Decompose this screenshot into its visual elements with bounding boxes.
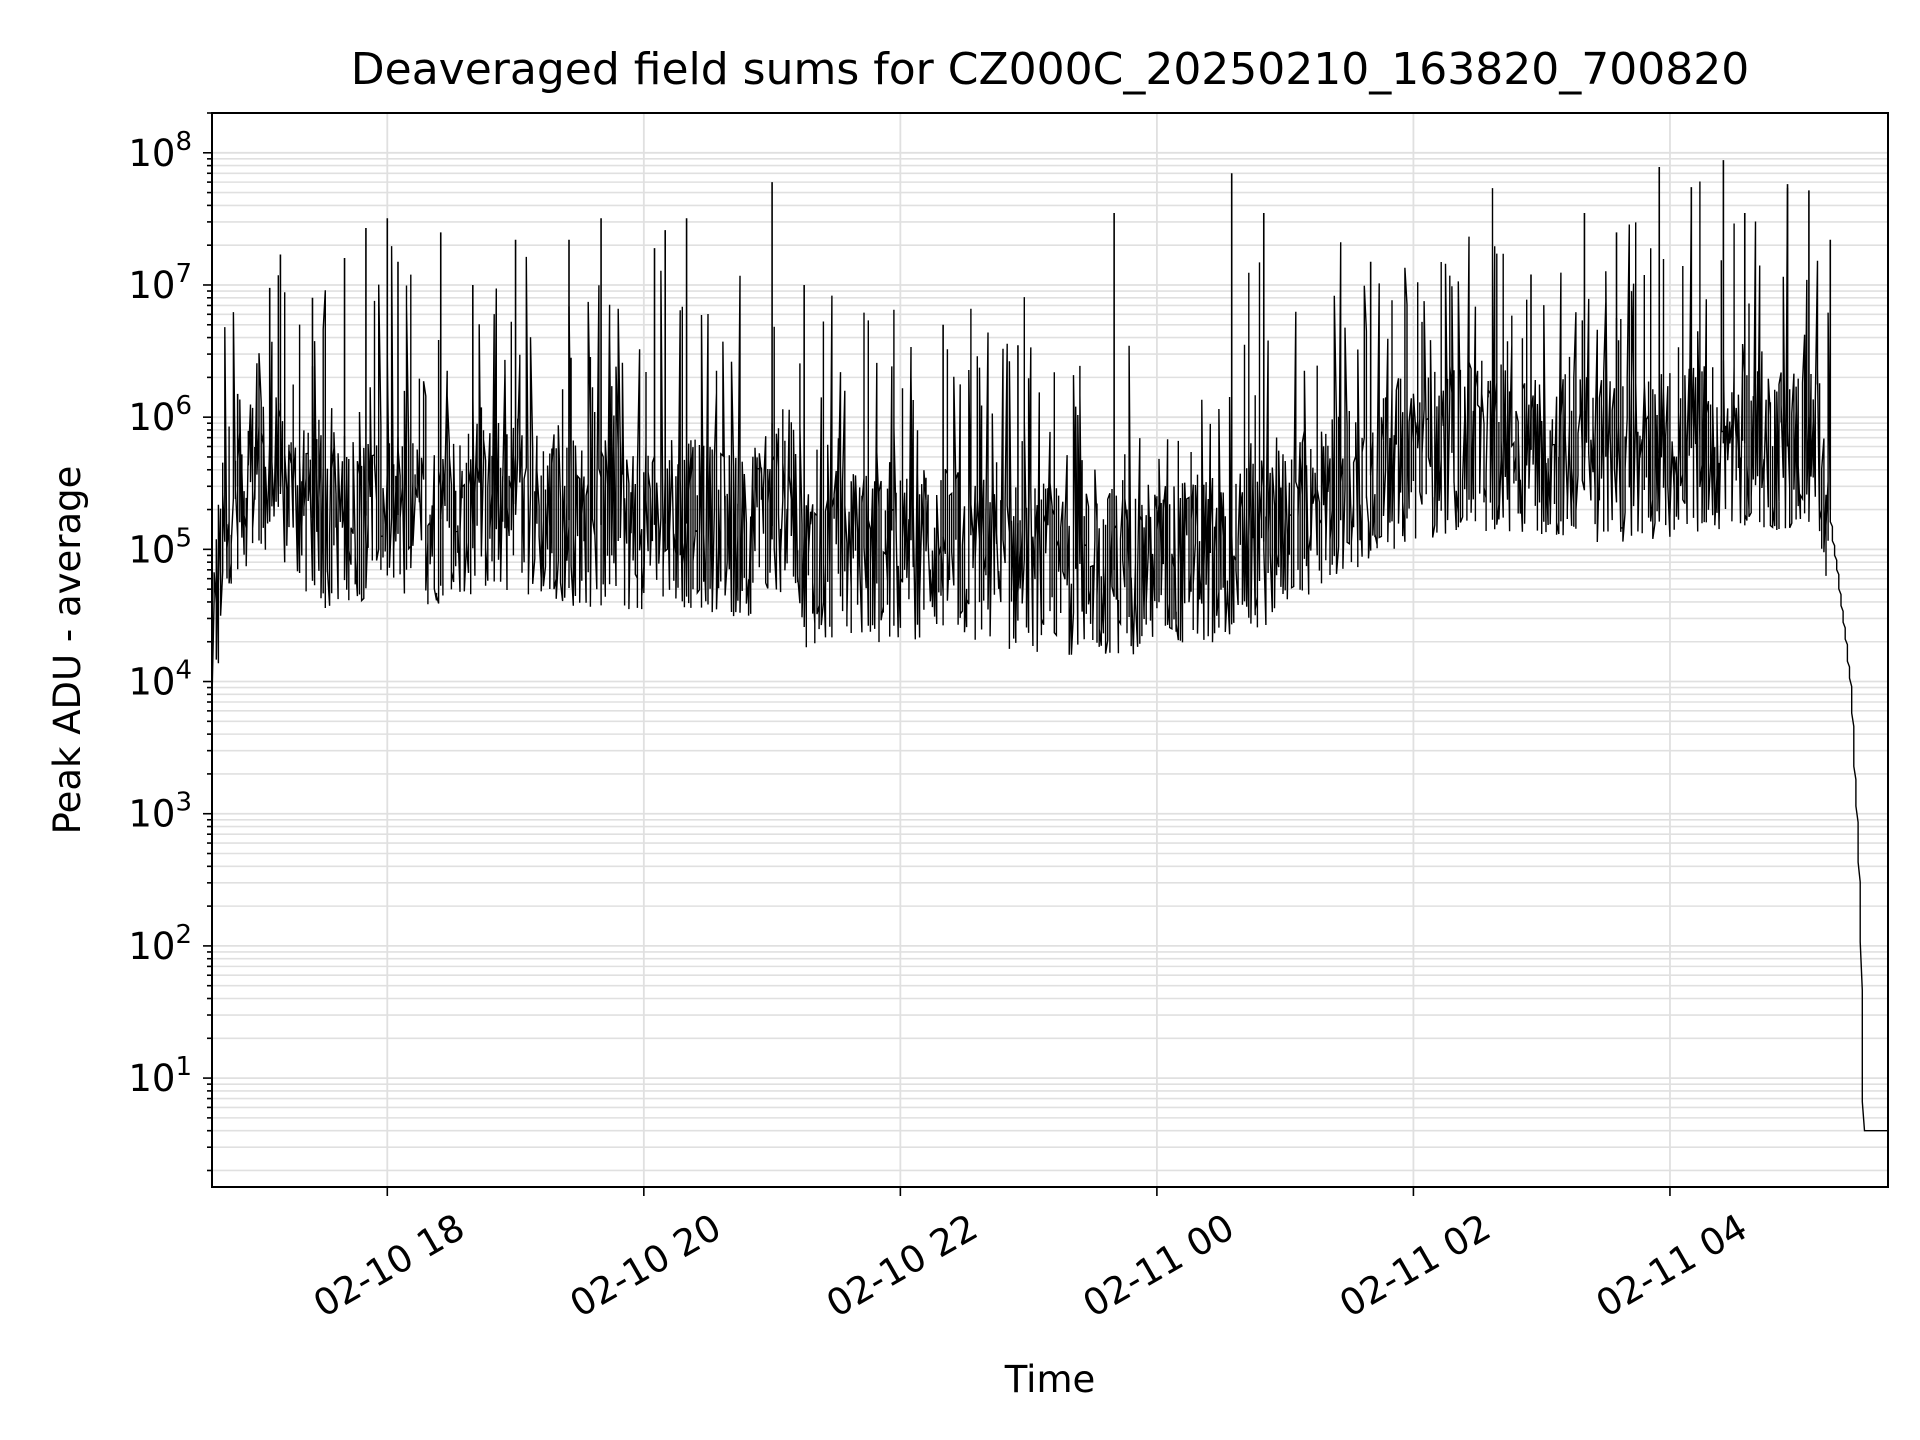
y-tick-label: 106 (128, 391, 192, 439)
x-tick-label: 02-11 02 (1332, 1206, 1498, 1326)
axis-ticks: 02-10 18 02-10 20 02-10 22 02-11 00 02-11 02… (128, 112, 1755, 1326)
plot-area (211, 160, 1888, 1132)
y-tick-label: 103 (128, 788, 192, 836)
y-tick-label: 101 (128, 1052, 192, 1100)
y-tick-label: 104 (128, 656, 192, 704)
chart-title: Deaveraged field sums for CZ000C_2025021… (351, 44, 1749, 95)
y-axis-label: Peak ADU - average (46, 466, 89, 835)
series-line (211, 181, 1888, 1132)
axes-frame (211, 112, 1889, 1188)
x-tick-label: 02-10 22 (819, 1206, 985, 1326)
y-tick-label: 108 (128, 127, 192, 175)
x-axis-label: Time (1004, 1358, 1096, 1401)
x-tick-label: 02-11 00 (1076, 1206, 1242, 1326)
y-tick-label: 105 (128, 523, 192, 571)
y-tick-label: 102 (128, 920, 192, 968)
x-tick-label: 02-10 18 (306, 1206, 472, 1326)
grid (212, 112, 1888, 1187)
x-tick-label: 02-10 20 (563, 1206, 729, 1326)
x-tick-label: 02-11 04 (1589, 1206, 1755, 1326)
y-tick-label: 107 (128, 259, 192, 307)
